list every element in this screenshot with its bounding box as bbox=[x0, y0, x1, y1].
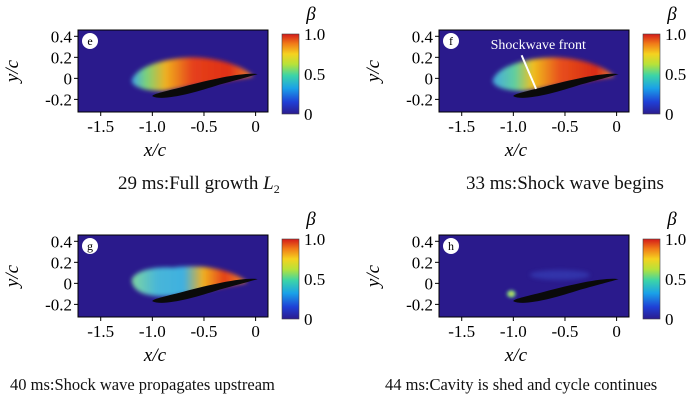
panel-label: g bbox=[87, 239, 93, 253]
panel-f: f -1.5 -1.0 -0.5 0 x/c 0.4 0.2 0 -0.2 y/c 1.0 0.5 0 β S… bbox=[363, 4, 686, 161]
caption-e: 29 ms:Full growth L2 bbox=[118, 173, 280, 196]
colorbar-label: β bbox=[305, 209, 316, 230]
cavity-f bbox=[492, 57, 615, 91]
colorbar-tick-label: 1.0 bbox=[304, 230, 325, 249]
x-tick-label: -1.5 bbox=[87, 322, 114, 341]
x-tick-label: -1.0 bbox=[139, 322, 166, 341]
cavity-region bbox=[492, 57, 615, 91]
x-tick-label: -1.0 bbox=[500, 117, 527, 136]
panel-e: e -1.5 -1.0 -0.5 0 x/c 0.4 0.2 0 -0.2 y/c 1.0 0.5 0 β bbox=[2, 4, 325, 161]
colorbar-label: β bbox=[666, 4, 677, 25]
y-tick-label: 0 bbox=[64, 69, 73, 88]
colorbar-tick-label: 0.5 bbox=[304, 65, 325, 84]
panel-marker bbox=[443, 33, 459, 49]
caption-g: 40 ms:Shock wave propagates upstream bbox=[10, 375, 275, 394]
x-tick-label: -1.0 bbox=[139, 117, 166, 136]
y-tick-label: 0.2 bbox=[412, 48, 433, 67]
panel-g: g -1.5 -1.0 -0.5 0 x/c 0.4 0.2 0 -0.2 y/c 1.0 0.5 0 β bbox=[2, 209, 325, 366]
colorbar bbox=[281, 238, 300, 320]
colorbar-tick-label: 0 bbox=[304, 105, 313, 124]
colorbar bbox=[642, 238, 661, 320]
y-tick-label: 0.4 bbox=[51, 232, 73, 251]
colorbar bbox=[642, 33, 661, 115]
plot-frame bbox=[77, 234, 269, 318]
panel-h: h -1.5 -1.0 -0.5 0 x/c 0.4 0.2 0 -0.2 y/c 1.0 0.5 0 β bbox=[363, 209, 686, 366]
annotation-pointer bbox=[520, 54, 537, 90]
x-tick-label: -1.5 bbox=[448, 117, 475, 136]
plot-frame bbox=[438, 29, 630, 113]
y-tick-label: 0 bbox=[425, 274, 434, 293]
plot-frame bbox=[438, 234, 630, 318]
y-axis-label: y/c bbox=[2, 264, 23, 289]
shed-cavity bbox=[504, 287, 519, 300]
y-tick-label: -0.2 bbox=[406, 295, 433, 314]
colorbar bbox=[281, 33, 300, 115]
y-tick-label: -0.2 bbox=[45, 90, 72, 109]
x-tick-label: 0 bbox=[251, 117, 260, 136]
x-tick-label: 0 bbox=[612, 117, 621, 136]
x-tick-label: -0.5 bbox=[552, 117, 579, 136]
panel-marker bbox=[443, 238, 459, 254]
x-axis-label: x/c bbox=[504, 345, 528, 366]
y-tick-label: 0.4 bbox=[51, 27, 73, 46]
x-axis-label: x/c bbox=[504, 140, 528, 161]
cavity-region bbox=[131, 57, 254, 91]
caption-f: 33 ms:Shock wave begins bbox=[466, 173, 664, 194]
plot-frame bbox=[77, 29, 269, 113]
y-tick-label: 0.2 bbox=[51, 253, 72, 272]
colorbar-tick-label: 1.0 bbox=[304, 25, 325, 44]
x-tick-label: -0.5 bbox=[191, 117, 218, 136]
x-tick-label: 0 bbox=[251, 322, 260, 341]
colorbar-label: β bbox=[666, 209, 677, 230]
panel-marker bbox=[82, 238, 98, 254]
hydrofoil bbox=[152, 73, 258, 98]
cavity-e bbox=[131, 57, 254, 91]
panel-label: e bbox=[87, 34, 92, 48]
panel-label: f bbox=[449, 34, 453, 48]
hydrofoil bbox=[513, 278, 619, 303]
hydrofoil bbox=[513, 73, 619, 98]
y-tick-label: 0 bbox=[425, 69, 434, 88]
x-tick-label: -0.5 bbox=[191, 322, 218, 341]
annotation-text: Shockwave front bbox=[491, 38, 586, 53]
y-axis-label: y/c bbox=[363, 264, 384, 289]
y-tick-label: 0.2 bbox=[51, 48, 72, 67]
colorbar-label: β bbox=[305, 4, 316, 25]
panel-marker bbox=[82, 33, 98, 49]
shockwave-annotation: Shockwave front bbox=[491, 38, 586, 90]
panel-label: h bbox=[448, 239, 454, 253]
colorbar-tick-label: 0.5 bbox=[665, 65, 686, 84]
x-axis-label: x/c bbox=[143, 345, 167, 366]
hydrofoil bbox=[152, 278, 258, 303]
x-tick-label: 0 bbox=[612, 322, 621, 341]
colorbar-tick-label: 0 bbox=[665, 310, 674, 329]
colorbar-tick-label: 0.5 bbox=[304, 270, 325, 289]
colorbar-tick-label: 0 bbox=[304, 310, 313, 329]
caption-h: 44 ms:Cavity is shed and cycle continues bbox=[385, 375, 658, 394]
colorbar-tick-label: 1.0 bbox=[665, 25, 686, 44]
residual-vapor bbox=[529, 269, 590, 280]
cavity-h bbox=[504, 269, 590, 300]
x-tick-label: -1.5 bbox=[448, 322, 475, 341]
colorbar-tick-label: 0.5 bbox=[665, 270, 686, 289]
colorbar-tick-label: 1.0 bbox=[665, 230, 686, 249]
x-tick-label: -1.0 bbox=[500, 322, 527, 341]
x-tick-label: -1.5 bbox=[87, 117, 114, 136]
x-tick-label: -0.5 bbox=[552, 322, 579, 341]
cavity-region bbox=[131, 266, 248, 297]
y-tick-label: 0.2 bbox=[412, 253, 433, 272]
cavity-g bbox=[131, 266, 248, 297]
x-axis-label: x/c bbox=[143, 140, 167, 161]
y-axis-label: y/c bbox=[363, 59, 384, 84]
colorbar-tick-label: 0 bbox=[665, 105, 674, 124]
y-tick-label: -0.2 bbox=[406, 90, 433, 109]
y-tick-label: -0.2 bbox=[45, 295, 72, 314]
y-axis-label: y/c bbox=[2, 59, 23, 84]
y-tick-label: 0.4 bbox=[412, 27, 434, 46]
y-tick-label: 0.4 bbox=[412, 232, 434, 251]
y-tick-label: 0 bbox=[64, 274, 73, 293]
